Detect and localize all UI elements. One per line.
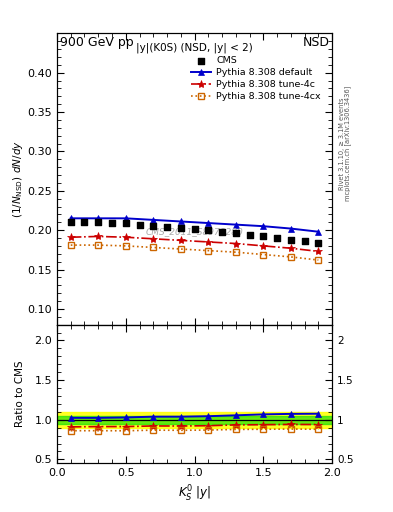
Pythia 8.308 tune-4c bbox=[288, 245, 293, 251]
Pythia 8.308 default bbox=[68, 215, 73, 221]
CMS bbox=[288, 236, 294, 244]
Pythia 8.308 default bbox=[206, 220, 211, 226]
Pythia 8.308 tune-4c bbox=[261, 243, 266, 249]
CMS bbox=[260, 232, 266, 241]
Bar bbox=[57, 416, 332, 424]
Pythia 8.308 tune-4c bbox=[233, 241, 238, 247]
Pythia 8.308 tune-4cx bbox=[68, 242, 73, 248]
Pythia 8.308 tune-4c bbox=[123, 234, 128, 240]
CMS bbox=[81, 218, 88, 226]
Pythia 8.308 default bbox=[151, 217, 156, 223]
Pythia 8.308 tune-4cx bbox=[178, 246, 183, 252]
Pythia 8.308 tune-4c bbox=[316, 248, 321, 254]
Pythia 8.308 tune-4cx bbox=[261, 251, 266, 258]
X-axis label: $K^0_S\ |y|$: $K^0_S\ |y|$ bbox=[178, 484, 211, 504]
CMS bbox=[219, 228, 225, 236]
Pythia 8.308 tune-4cx bbox=[96, 242, 101, 248]
CMS bbox=[274, 234, 280, 242]
Text: NSD: NSD bbox=[302, 36, 329, 49]
Pythia 8.308 tune-4c bbox=[151, 236, 156, 242]
Text: 900 GeV pp: 900 GeV pp bbox=[60, 36, 133, 49]
Bar bbox=[57, 412, 332, 428]
Text: mcplots.cern.ch [arXiv:1306.3436]: mcplots.cern.ch [arXiv:1306.3436] bbox=[345, 86, 351, 201]
Line: Pythia 8.308 tune-4cx: Pythia 8.308 tune-4cx bbox=[68, 242, 321, 263]
CMS bbox=[246, 231, 253, 239]
Pythia 8.308 default bbox=[316, 229, 321, 235]
Pythia 8.308 default bbox=[233, 222, 238, 228]
CMS bbox=[150, 222, 156, 230]
Text: Rivet 3.1.10, ≥ 3.1M events: Rivet 3.1.10, ≥ 3.1M events bbox=[339, 97, 345, 189]
Pythia 8.308 default bbox=[96, 215, 101, 221]
CMS bbox=[205, 226, 211, 234]
Line: Pythia 8.308 tune-4c: Pythia 8.308 tune-4c bbox=[66, 232, 323, 255]
CMS bbox=[136, 221, 143, 229]
Text: |y|(K0S) (NSD, |y| < 2): |y|(K0S) (NSD, |y| < 2) bbox=[136, 42, 253, 53]
Y-axis label: Ratio to CMS: Ratio to CMS bbox=[15, 360, 25, 428]
Pythia 8.308 default bbox=[261, 223, 266, 229]
CMS bbox=[178, 224, 184, 232]
Legend: CMS, Pythia 8.308 default, Pythia 8.308 tune-4c, Pythia 8.308 tune-4cx: CMS, Pythia 8.308 default, Pythia 8.308 … bbox=[187, 53, 325, 104]
CMS bbox=[164, 223, 170, 231]
CMS bbox=[68, 218, 74, 226]
Pythia 8.308 default bbox=[288, 225, 293, 231]
CMS bbox=[315, 239, 321, 247]
Pythia 8.308 tune-4cx bbox=[123, 243, 128, 249]
Pythia 8.308 default bbox=[178, 219, 183, 225]
Pythia 8.308 tune-4cx bbox=[316, 257, 321, 263]
Pythia 8.308 tune-4cx bbox=[206, 247, 211, 253]
CMS bbox=[95, 218, 101, 226]
Pythia 8.308 tune-4c bbox=[178, 237, 183, 243]
Pythia 8.308 tune-4c bbox=[68, 234, 73, 240]
Pythia 8.308 tune-4cx bbox=[288, 254, 293, 260]
CMS bbox=[191, 224, 198, 232]
CMS bbox=[123, 219, 129, 227]
Line: Pythia 8.308 default: Pythia 8.308 default bbox=[68, 215, 321, 235]
Text: CMS_2011_S8978280: CMS_2011_S8978280 bbox=[146, 227, 243, 236]
Pythia 8.308 tune-4cx bbox=[151, 244, 156, 250]
Pythia 8.308 tune-4c bbox=[96, 233, 101, 240]
Pythia 8.308 default bbox=[123, 215, 128, 221]
Pythia 8.308 tune-4cx bbox=[233, 249, 238, 255]
Pythia 8.308 tune-4c bbox=[206, 239, 211, 245]
CMS bbox=[233, 229, 239, 238]
CMS bbox=[301, 237, 308, 245]
Y-axis label: $(1/N_\mathrm{NSD})\ dN/dy$: $(1/N_\mathrm{NSD})\ dN/dy$ bbox=[11, 140, 26, 218]
CMS bbox=[109, 219, 115, 227]
